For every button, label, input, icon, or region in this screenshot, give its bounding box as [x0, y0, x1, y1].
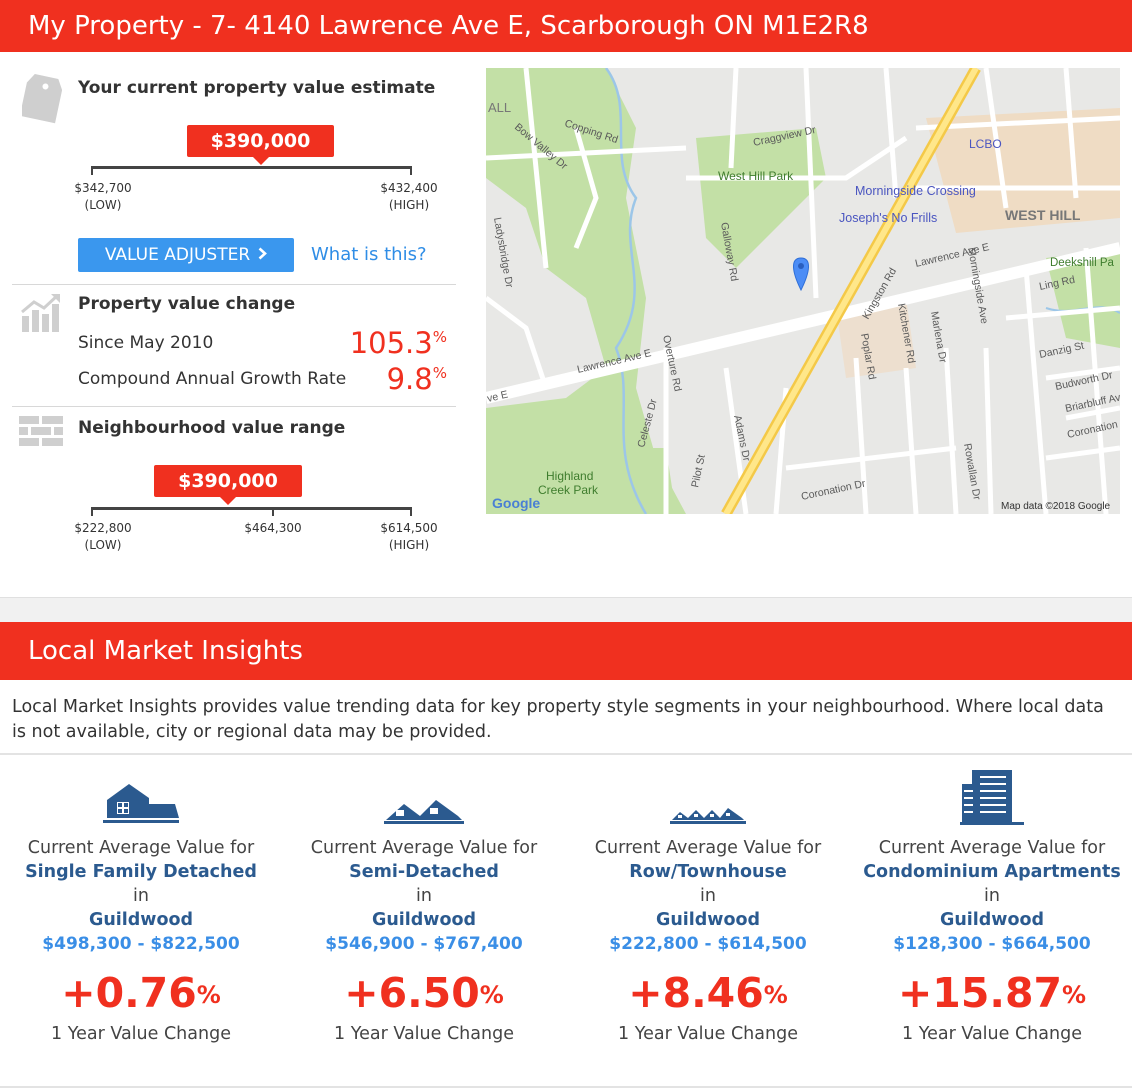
- cagr-value: 9.8%: [386, 362, 447, 396]
- value-change: +15.87%: [897, 969, 1087, 1017]
- property-map[interactable]: ALL Copping Rd Bow Valley Dr Craggview D…: [486, 68, 1120, 514]
- style-name: Semi-Detached: [349, 862, 499, 882]
- insight-card-townhouse: Current Average Value for Row/Townhouse …: [567, 760, 849, 1044]
- since-value: 105.3%: [349, 326, 447, 360]
- map-label: Morningside Crossing: [855, 184, 976, 198]
- condo-building-icon: [851, 760, 1132, 826]
- neighbourhood-name: Guildwood: [371, 910, 477, 930]
- page-title: My Property - 7- 4140 Lawrence Ave E, Sc…: [28, 11, 869, 41]
- value-range: $222,800 - $614,500: [609, 934, 807, 954]
- since-label: Since May 2010: [78, 333, 214, 353]
- style-name: Condominium Apartments: [863, 862, 1121, 882]
- townhouse-row-icon: [567, 760, 849, 826]
- neighbourhood-name: Guildwood: [655, 910, 761, 930]
- section-divider: [12, 284, 456, 285]
- map-label: West Hill Park: [718, 169, 794, 183]
- neighbourhood-name: Guildwood: [939, 910, 1045, 930]
- scale-tick: [272, 507, 274, 516]
- map-label: WEST HILL: [1005, 207, 1081, 223]
- google-logo: Google: [492, 495, 540, 511]
- value-change: +8.46%: [628, 969, 788, 1017]
- estimate-scale: [92, 166, 412, 169]
- insight-card-condo: Current Average Value for Condominium Ap…: [851, 760, 1132, 1044]
- value-change: +6.50%: [344, 969, 504, 1017]
- scale-tick: [410, 507, 412, 516]
- neighbourhood-high: $614,500 (HIGH): [380, 521, 438, 552]
- value-range: $128,300 - $664,500: [893, 934, 1091, 954]
- map-label: Creek Park: [538, 483, 599, 497]
- neighbourhood-mid: $464,300: [244, 521, 302, 535]
- change-heading: Property value change: [78, 294, 296, 314]
- scale-tick: [91, 166, 93, 175]
- map-attribution: Map data ©2018 Google: [1001, 501, 1111, 512]
- section-separator: [0, 597, 1132, 622]
- growth-chart-icon: [20, 292, 62, 338]
- neighbourhood-heading: Neighbourhood value range: [78, 418, 346, 438]
- brick-wall-icon: [19, 416, 63, 450]
- insights-title: Local Market Insights: [28, 636, 303, 666]
- value-adjuster-button[interactable]: VALUE ADJUSTER: [78, 238, 294, 272]
- semi-detached-house-icon: [283, 760, 565, 826]
- neighbourhood-low: $222,800 (LOW): [74, 521, 132, 552]
- scale-tick: [91, 507, 93, 516]
- scale-tick: [410, 166, 412, 175]
- location-pin-icon: [793, 257, 809, 292]
- value-change: +0.76%: [61, 969, 221, 1017]
- estimate-value-marker: $390,000: [187, 125, 334, 165]
- estimate-high: $432,400 (HIGH): [380, 181, 438, 212]
- price-tag-icon: [19, 73, 63, 128]
- value-range: $546,900 - $767,400: [325, 934, 523, 954]
- neighbourhood-name: Guildwood: [88, 910, 194, 930]
- section-divider: [12, 406, 456, 407]
- insights-header: Local Market Insights: [0, 622, 1132, 680]
- map-label: ALL: [488, 100, 511, 115]
- neighbourhood-scale: [92, 507, 412, 510]
- neighbourhood-value-marker: $390,000: [154, 465, 302, 505]
- what-is-this-link[interactable]: What is this?: [311, 244, 427, 265]
- single-family-house-icon: [0, 760, 282, 826]
- chevron-right-icon: [258, 245, 268, 265]
- insight-card-single-family: Current Average Value for Single Family …: [0, 760, 282, 1044]
- property-header: My Property - 7- 4140 Lawrence Ave E, Sc…: [0, 0, 1132, 52]
- map-label: Highland: [546, 469, 593, 483]
- map-label: LCBO: [969, 137, 1002, 151]
- map-label: ve E: [486, 389, 509, 405]
- map-canvas: ALL Copping Rd Bow Valley Dr Craggview D…: [486, 68, 1120, 514]
- cagr-label: Compound Annual Growth Rate: [78, 369, 347, 389]
- insight-card-semi-detached: Current Average Value for Semi-Detached …: [283, 760, 565, 1044]
- insights-intro: Local Market Insights provides value tre…: [12, 697, 1104, 742]
- estimate-heading: Your current property value estimate: [78, 78, 436, 98]
- style-name: Single Family Detached: [25, 862, 257, 882]
- value-range: $498,300 - $822,500: [42, 934, 240, 954]
- map-label: Joseph's No Frills: [839, 211, 937, 225]
- intro-divider: [0, 753, 1132, 755]
- map-label: Deekshill Pa: [1050, 257, 1115, 269]
- estimate-low: $342,700 (LOW): [74, 181, 132, 212]
- style-name: Row/Townhouse: [629, 862, 787, 882]
- bottom-divider: [0, 1086, 1132, 1088]
